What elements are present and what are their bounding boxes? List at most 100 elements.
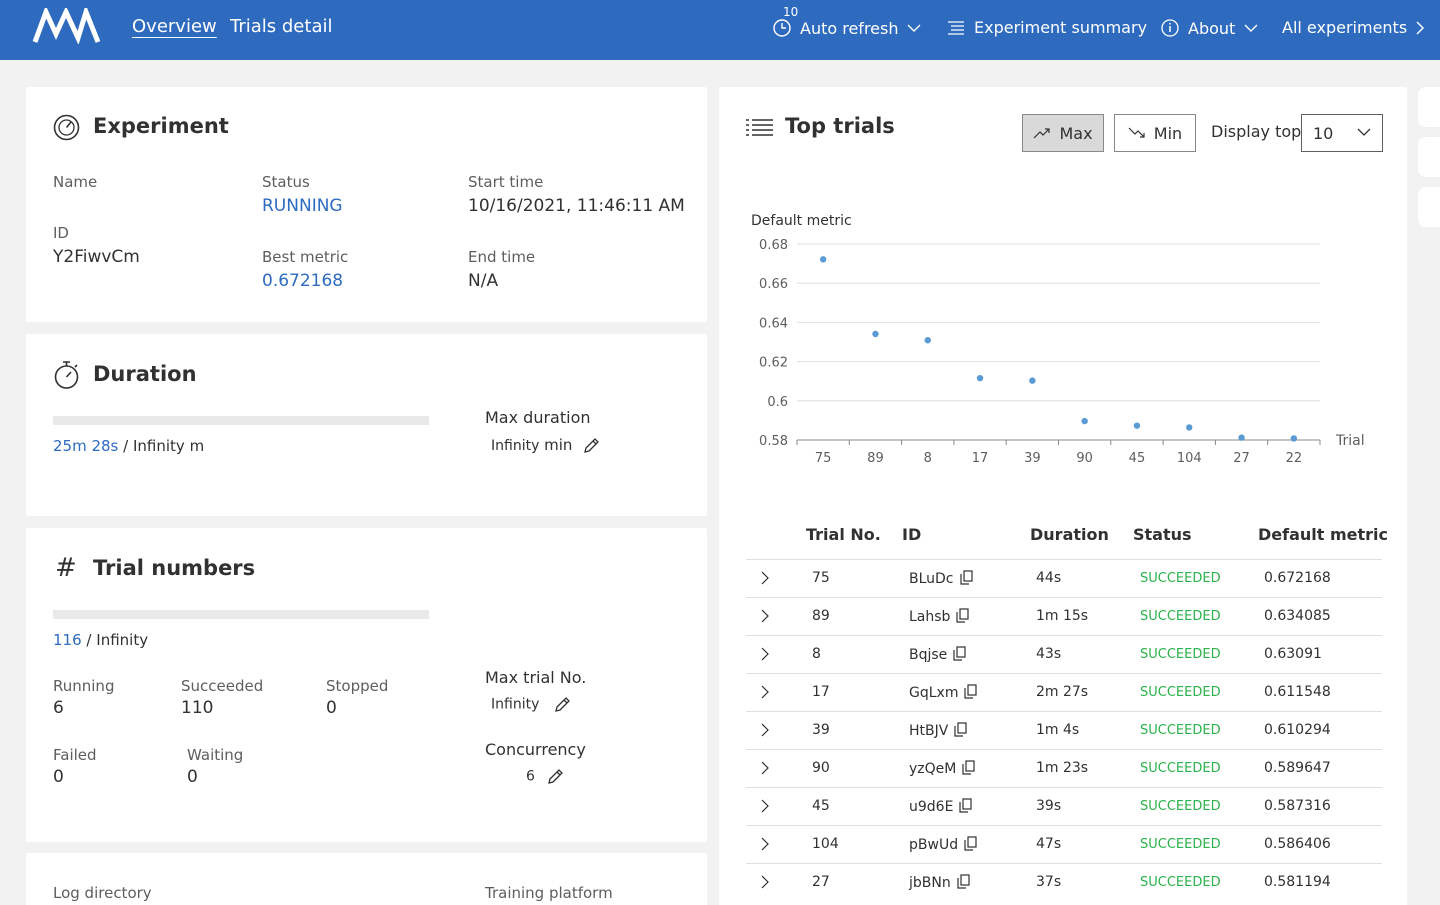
side-panel-tab[interactable] — [1418, 187, 1440, 227]
copy-icon[interactable] — [953, 646, 966, 661]
id-cell: pBwUd — [909, 836, 977, 853]
experiment-summary-button[interactable]: Experiment summary — [946, 18, 1147, 37]
table-row[interactable]: 27 jbBNn 37s SUCCEEDED 0.581194 — [746, 863, 1382, 901]
col-header-status[interactable]: Status — [1133, 525, 1192, 544]
nni-logo[interactable] — [32, 8, 104, 44]
table-row[interactable]: 8 Bqjse 43s SUCCEEDED 0.63091 — [746, 635, 1382, 673]
copy-icon[interactable] — [957, 874, 970, 889]
copy-icon[interactable] — [954, 722, 967, 737]
chevron-right-icon[interactable] — [760, 760, 770, 776]
nav-trials-detail[interactable]: Trials detail — [230, 16, 333, 37]
edit-concurrency-icon[interactable] — [547, 768, 564, 785]
col-header-duration[interactable]: Duration — [1030, 525, 1109, 544]
id-cell: jbBNn — [909, 874, 970, 891]
end-time-label: End time — [468, 248, 536, 266]
chart-ytick-label: 0.66 — [759, 277, 788, 292]
display-top-select[interactable]: 10 — [1301, 114, 1383, 152]
duration-cell: 1m 4s — [1036, 722, 1080, 738]
chart-point[interactable] — [976, 374, 984, 382]
chart-point[interactable] — [1029, 377, 1036, 384]
chevron-right-icon[interactable] — [760, 570, 770, 586]
duration-separator: / — [123, 437, 129, 455]
max-label: Max — [1059, 123, 1093, 143]
duration-title: Duration — [93, 362, 197, 386]
metric-cell: 0.634085 — [1264, 608, 1331, 624]
chevron-right-icon[interactable] — [760, 798, 770, 814]
concurrency-editor: 6 — [526, 768, 564, 785]
table-row[interactable]: 75 BLuDc 44s SUCCEEDED 0.672168 — [746, 559, 1382, 597]
all-experiments-link[interactable]: All experiments — [1282, 18, 1425, 37]
min-label: Min — [1153, 123, 1183, 143]
max-button[interactable]: Max — [1022, 114, 1104, 152]
trial-no-cell: 89 — [812, 608, 830, 624]
chevron-right-icon[interactable] — [760, 684, 770, 700]
chevron-right-icon[interactable] — [760, 608, 770, 624]
chevron-right-icon[interactable] — [760, 646, 770, 662]
all-experiments-label: All experiments — [1282, 18, 1408, 37]
auto-refresh-menu[interactable]: Auto refresh — [772, 18, 922, 38]
chart-point[interactable] — [1133, 422, 1141, 429]
chevron-right-icon — [1416, 21, 1425, 34]
log-card — [26, 853, 707, 905]
chart-point[interactable] — [872, 330, 879, 338]
edit-max-duration-icon[interactable] — [583, 437, 600, 454]
concurrency-value: 6 — [526, 768, 535, 785]
chart-xtick-label: 45 — [1129, 451, 1146, 466]
copy-icon[interactable] — [964, 836, 977, 851]
chart-point[interactable] — [1186, 424, 1193, 431]
top-trials-title: Top trials — [785, 114, 895, 138]
chart-xtick-label: 90 — [1076, 451, 1093, 466]
chevron-down-icon — [1357, 128, 1371, 136]
chart-point[interactable] — [1290, 435, 1298, 442]
duration-progress-bar — [53, 416, 429, 425]
copy-icon[interactable] — [962, 760, 975, 775]
chevron-down-icon — [1244, 24, 1258, 32]
metric-cell: 0.63091 — [1264, 646, 1322, 662]
trial-no-cell: 104 — [812, 836, 839, 852]
col-header-id[interactable]: ID — [902, 525, 922, 544]
edit-max-trial-icon[interactable] — [554, 696, 571, 713]
about-menu[interactable]: About — [1160, 18, 1259, 38]
chevron-right-icon[interactable] — [760, 836, 770, 852]
id-cell: BLuDc — [909, 570, 973, 587]
chart-ytick-label: 0.6 — [767, 395, 788, 410]
status-cell: SUCCEEDED — [1140, 609, 1221, 624]
chart-point[interactable] — [819, 256, 827, 263]
duration-cell: 44s — [1036, 570, 1062, 586]
copy-icon[interactable] — [959, 798, 973, 813]
table-row[interactable]: 45 u9d6E 39s SUCCEEDED 0.587316 — [746, 787, 1382, 825]
chart-ytick-label: 0.62 — [759, 356, 788, 371]
table-row[interactable]: 17 GqLxm 2m 27s SUCCEEDED 0.611548 — [746, 673, 1382, 711]
table-row[interactable]: 104 pBwUd 47s SUCCEEDED 0.586406 — [746, 825, 1382, 863]
id-text: u9d6E — [909, 799, 954, 815]
nav-overview[interactable]: Overview — [132, 16, 217, 37]
status-cell: SUCCEEDED — [1140, 571, 1221, 586]
id-text: pBwUd — [909, 837, 959, 853]
min-button[interactable]: Min — [1114, 114, 1196, 152]
metric-cell: 0.581194 — [1264, 874, 1331, 890]
copy-icon[interactable] — [964, 684, 978, 699]
chart-point[interactable] — [924, 337, 931, 344]
chevron-right-icon[interactable] — [760, 874, 770, 890]
copy-icon[interactable] — [956, 608, 970, 623]
succeeded-label: Succeeded — [181, 677, 264, 695]
copy-icon[interactable] — [959, 570, 973, 585]
id-cell: yzQeM — [909, 760, 975, 777]
chart-point[interactable] — [1081, 417, 1088, 425]
col-header-trial-no[interactable]: Trial No. — [806, 525, 881, 544]
chart-point[interactable] — [1238, 434, 1245, 441]
display-top-value: 10 — [1313, 123, 1334, 143]
display-top-label: Display top — [1211, 122, 1302, 141]
col-header-default-metric[interactable]: Default metric — [1258, 525, 1389, 544]
side-panel-tab[interactable] — [1418, 137, 1440, 177]
status-cell: SUCCEEDED — [1140, 761, 1221, 776]
duration-progress-text: 25m 28s / Infinity m — [53, 437, 204, 455]
table-row[interactable]: 89 Lahsb 1m 15s SUCCEEDED 0.634085 — [746, 597, 1382, 635]
table-row[interactable]: 90 yzQeM 1m 23s SUCCEEDED 0.589647 — [746, 749, 1382, 787]
side-panel-tab[interactable] — [1418, 87, 1440, 127]
status-value: RUNNING — [262, 196, 343, 216]
chart-xtick-label: 17 — [972, 451, 989, 466]
id-text: Lahsb — [909, 609, 951, 625]
chevron-right-icon[interactable] — [760, 722, 770, 738]
table-row[interactable]: 39 HtBJV 1m 4s SUCCEEDED 0.610294 — [746, 711, 1382, 749]
